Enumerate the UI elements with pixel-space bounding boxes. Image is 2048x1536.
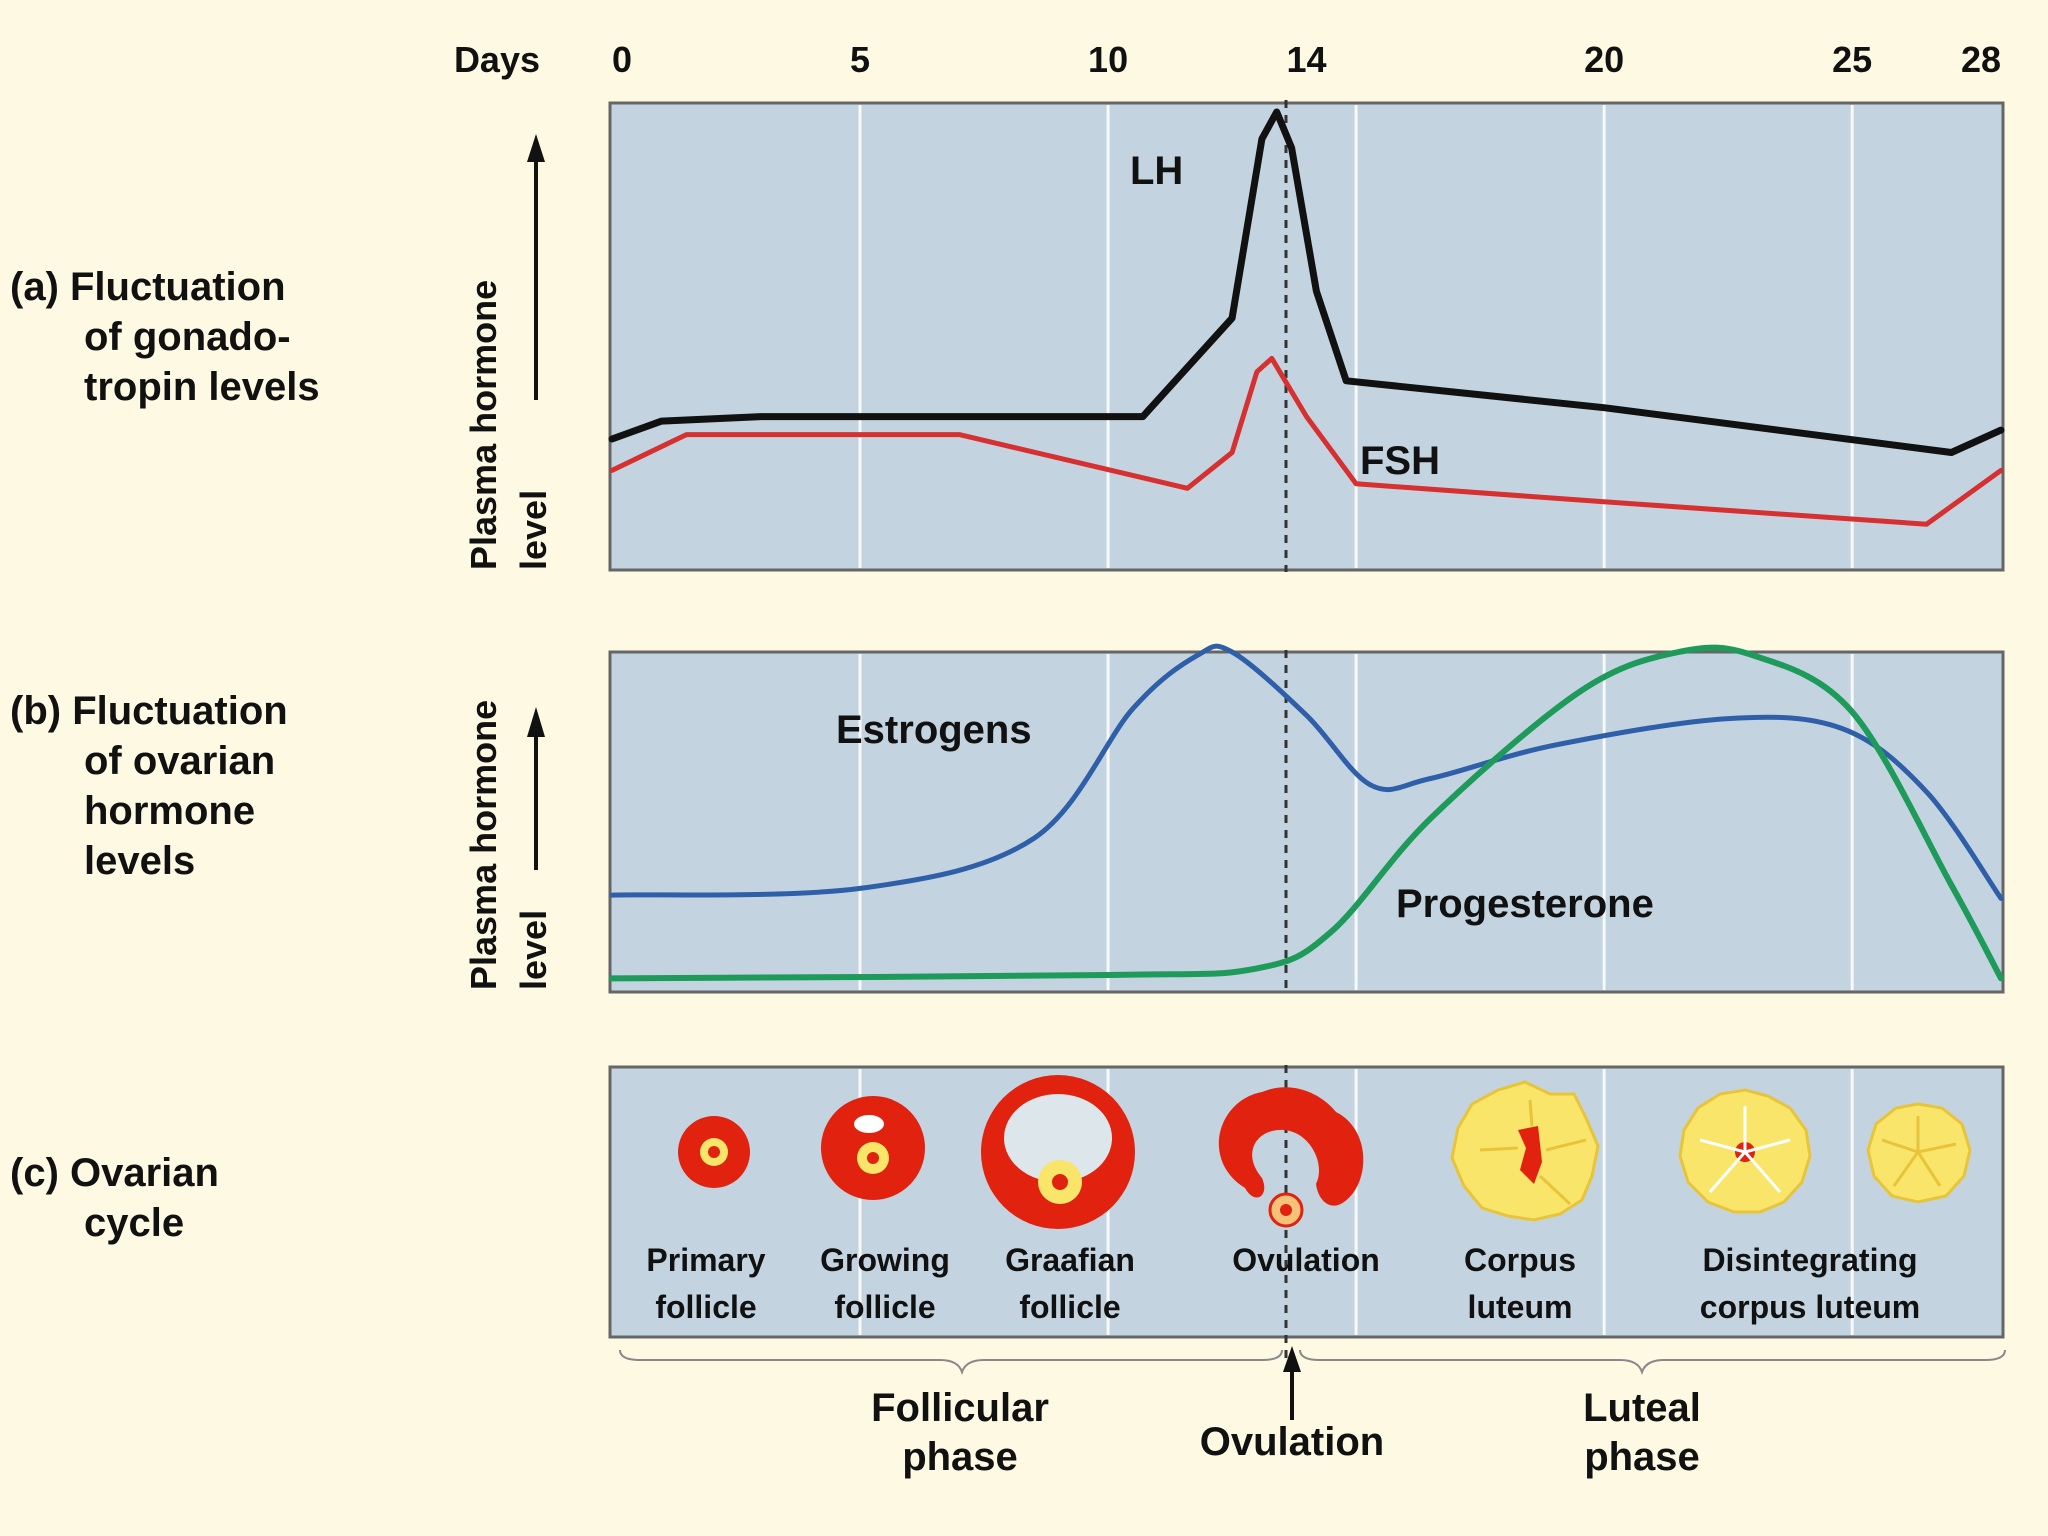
estrogens-label: Estrogens bbox=[836, 708, 1032, 752]
follicular-phase-brace bbox=[619, 1349, 1283, 1376]
stage-label-line2: follicle bbox=[834, 1289, 935, 1325]
panel-c-label-line: (c) Ovarian bbox=[10, 1151, 219, 1195]
panel-b-label: (b) Fluctuation of ovarian hormone level… bbox=[10, 689, 288, 883]
luteal-phase-brace bbox=[1299, 1349, 2006, 1376]
primary-follicle-icon bbox=[678, 1116, 750, 1188]
panel-b-label-line: levels bbox=[84, 839, 195, 883]
panel-a-label-line: of gonado- bbox=[84, 315, 291, 359]
lh-curve bbox=[608, 108, 2005, 456]
day-tick-label: 25 bbox=[1832, 39, 1872, 80]
y-axis-label-b-line2: level bbox=[513, 910, 554, 990]
hormone-curves bbox=[608, 108, 2005, 982]
panel-b-y-axis: Plasma hormone level bbox=[463, 700, 554, 990]
day-grid-lines bbox=[858, 105, 1854, 1335]
day-tick-label: 5 bbox=[850, 39, 870, 80]
day-ticks: 0 5 10 14 20 25 28 bbox=[612, 39, 2001, 80]
panel-a-label-line: tropin levels bbox=[84, 365, 320, 409]
stage-label-line2: luteum bbox=[1468, 1289, 1573, 1325]
stage-label-line2: follicle bbox=[1019, 1289, 1120, 1325]
growing-follicle-icon bbox=[821, 1096, 925, 1200]
stage-label-line1: Growing bbox=[820, 1242, 950, 1278]
day-tick-label: 14 bbox=[1286, 39, 1326, 80]
panel-a-plot bbox=[608, 101, 2005, 572]
stage-label-line1: Graafian bbox=[1005, 1242, 1135, 1278]
arrow-up-icon bbox=[527, 134, 545, 162]
y-axis-label-b-line1: Plasma hormone bbox=[463, 700, 504, 990]
fsh-curve bbox=[609, 355, 2004, 527]
luteal-phase-label-line1: Luteal bbox=[1583, 1386, 1701, 1430]
estrogens-curve bbox=[609, 643, 2004, 901]
follicular-phase-label-line1: Follicular bbox=[871, 1386, 1049, 1430]
panel-b-label-line: hormone bbox=[84, 789, 255, 833]
stage-label-line2: corpus luteum bbox=[1700, 1289, 1920, 1325]
stage-label-line2: follicle bbox=[655, 1289, 756, 1325]
arrow-up-icon bbox=[1283, 1346, 1301, 1372]
day-tick-label: 0 bbox=[612, 39, 632, 80]
progesterone-curve bbox=[609, 644, 2004, 982]
y-axis-label-a-line1: Plasma hormone bbox=[463, 280, 504, 570]
day-tick-label: 28 bbox=[1961, 39, 2001, 80]
panel-b-plot bbox=[608, 650, 2005, 994]
days-axis-label: Days bbox=[454, 39, 540, 80]
progesterone-label: Progesterone bbox=[1396, 882, 1654, 926]
graafian-follicle-icon bbox=[981, 1075, 1135, 1229]
stage-label-line1: Disintegrating bbox=[1702, 1242, 1917, 1278]
regressed-corpus-luteum-icon bbox=[1866, 1102, 1972, 1204]
follicular-phase-label-line2: phase bbox=[902, 1435, 1018, 1479]
panel-b-label-line: (b) Fluctuation bbox=[10, 689, 288, 733]
day-tick-label: 20 bbox=[1584, 39, 1624, 80]
stage-label-line1: Corpus bbox=[1464, 1242, 1576, 1278]
panel-c-label-line: cycle bbox=[84, 1201, 184, 1245]
day-tick-label: 10 bbox=[1088, 39, 1128, 80]
ovulation-follicle-icon bbox=[1218, 1087, 1364, 1228]
stage-label-line1: Ovulation bbox=[1232, 1242, 1380, 1278]
panel-a-y-axis: Plasma hormone level bbox=[463, 134, 554, 570]
fsh-label: FSH bbox=[1360, 439, 1440, 483]
lh-label: LH bbox=[1130, 149, 1183, 193]
arrow-up-icon bbox=[527, 707, 545, 737]
panel-c-label: (c) Ovarian cycle bbox=[10, 1151, 219, 1245]
disintegrating-corpus-luteum-icon bbox=[1678, 1088, 1812, 1214]
panel-b-label-line: of ovarian bbox=[84, 739, 275, 783]
panel-a-label-line: (a) Fluctuation bbox=[10, 265, 286, 309]
ovulation-phase-label: Ovulation bbox=[1200, 1420, 1384, 1464]
panel-a-label: (a) Fluctuation of gonado- tropin levels bbox=[10, 265, 320, 409]
stage-labels: Primary follicle Growing follicle Graafi… bbox=[646, 1242, 1920, 1325]
stage-label-line1: Primary bbox=[646, 1242, 765, 1278]
y-axis-label-a-line2: level bbox=[513, 490, 554, 570]
luteal-phase-label-line2: phase bbox=[1584, 1435, 1700, 1479]
corpus-luteum-icon bbox=[1450, 1080, 1600, 1222]
